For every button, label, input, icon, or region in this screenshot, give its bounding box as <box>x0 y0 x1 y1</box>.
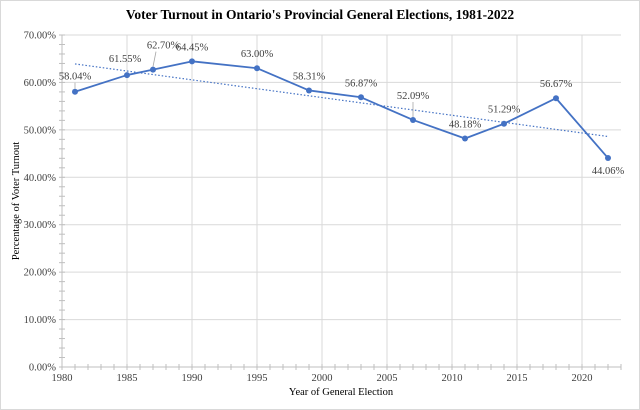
y-tick-labels: 0.00% 10.00% 20.00% 30.00% 40.00% 50.00% 60.00… <box>24 31 57 374</box>
y-tick-label: 30.00% <box>24 220 57 231</box>
y-tick-label: 70.00% <box>24 31 57 42</box>
chart-title: Voter Turnout in Ontario's Provincial Ge… <box>126 7 515 22</box>
data-point <box>462 135 468 142</box>
x-tick-label: 2005 <box>377 373 398 384</box>
x-tick-labels: 1980 1985 1990 1995 2000 2005 2010 2015 2020 <box>52 373 593 384</box>
series <box>72 58 611 162</box>
x-tick-label: 1995 <box>247 373 268 384</box>
data-label: 56.87% <box>345 78 378 89</box>
y-tick-label: 60.00% <box>24 78 57 89</box>
y-axis-title: Percentage of Voter Turnout <box>11 142 22 260</box>
x-tick-label: 2015 <box>507 373 528 384</box>
x-tick-label: 2020 <box>572 373 593 384</box>
data-label: 61.55% <box>109 54 142 65</box>
data-label: 52.09% <box>397 91 430 102</box>
linear-trendline <box>74 63 609 138</box>
x-tick-label: 2010 <box>442 373 463 384</box>
data-label: 51.29% <box>488 105 521 116</box>
data-point <box>605 155 611 162</box>
data-point <box>72 88 78 95</box>
data-point <box>501 120 507 127</box>
data-label: 58.04% <box>59 72 92 83</box>
data-label: 48.18% <box>449 119 482 130</box>
data-label: 64.45% <box>176 42 209 53</box>
x-axis-title: Year of General Election <box>289 387 394 398</box>
data-point <box>410 116 416 123</box>
x-tick-label: 2000 <box>312 373 333 384</box>
data-point <box>150 66 156 73</box>
x-tick-label: 1980 <box>52 373 73 384</box>
data-label: 44.06% <box>592 166 625 177</box>
y-tick-label: 40.00% <box>24 173 57 184</box>
x-tick-label: 1990 <box>182 373 203 384</box>
data-point <box>189 58 195 65</box>
data-label: 56.67% <box>540 79 573 90</box>
label-leader-line <box>152 51 157 67</box>
x-tick-label: 1985 <box>117 373 138 384</box>
y-tick-label: 20.00% <box>24 268 57 279</box>
trendline <box>74 63 609 138</box>
data-point <box>306 87 312 94</box>
data-point <box>254 65 260 72</box>
data-label: 62.70% <box>147 41 180 52</box>
data-label: 63.00% <box>241 49 274 60</box>
series-line <box>74 60 609 159</box>
y-tick-label: 0.00% <box>29 363 56 374</box>
data-point <box>358 94 364 101</box>
data-point <box>124 72 130 79</box>
y-tick-label: 50.00% <box>24 125 57 136</box>
axes <box>61 35 621 368</box>
gridlines <box>62 34 621 367</box>
y-tick-label: 10.00% <box>24 315 57 326</box>
data-point <box>553 95 559 102</box>
data-labels: 58.04% 61.55% 62.70%64.45% 63.00% 58.31% 56.8… <box>59 41 625 177</box>
data-label: 58.31% <box>293 71 326 82</box>
